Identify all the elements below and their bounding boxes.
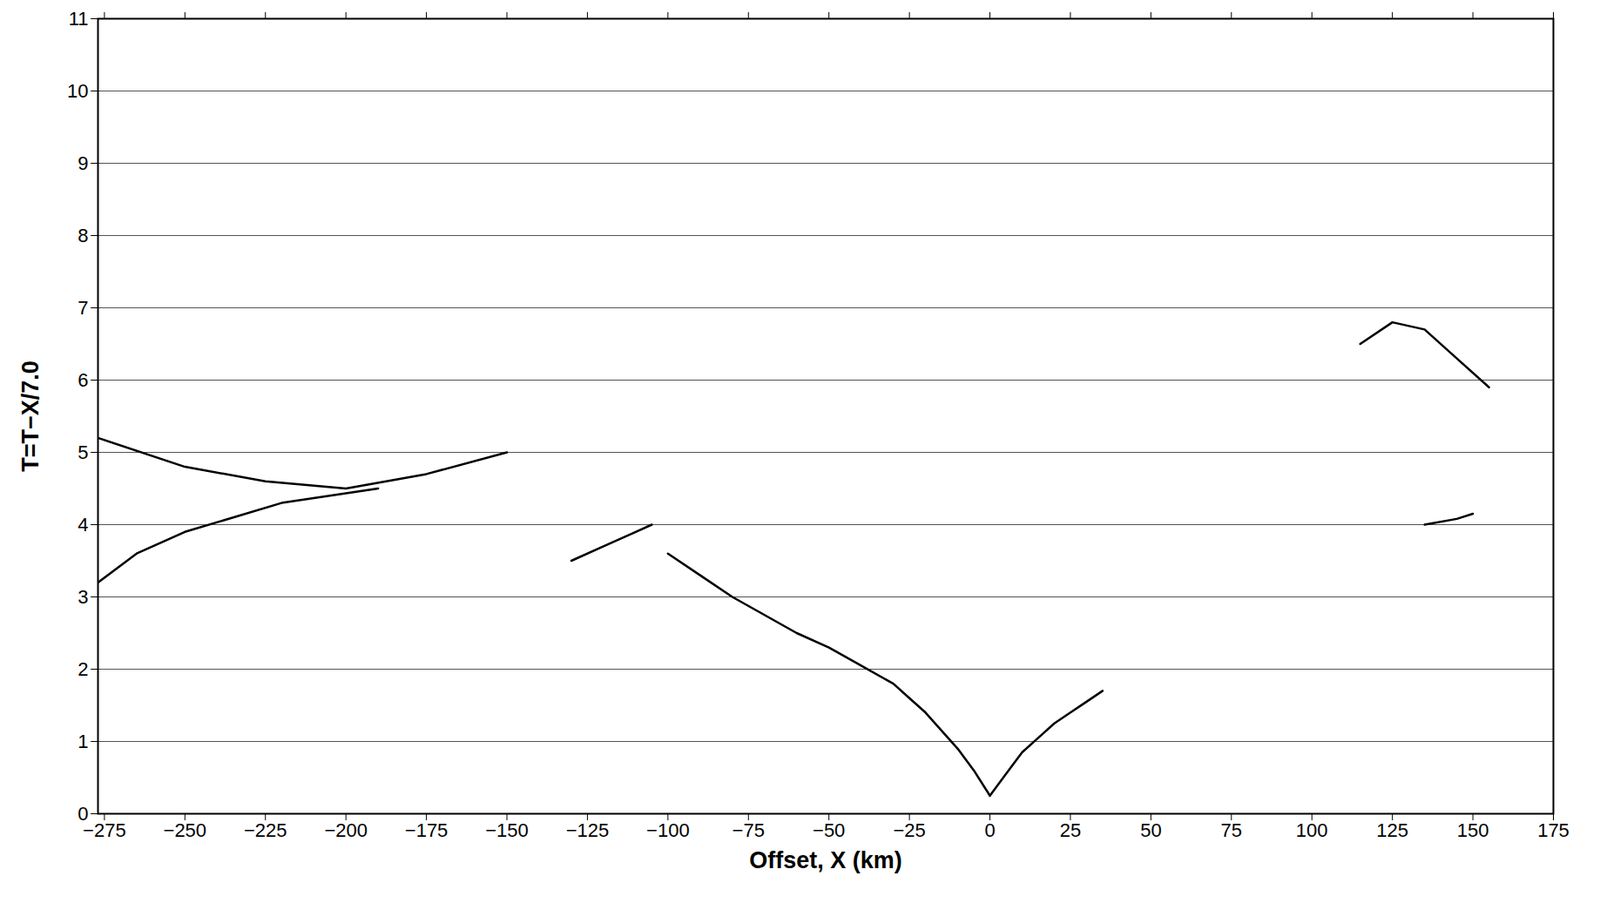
- svg-text:−225: −225: [243, 819, 288, 842]
- svg-text:25: 25: [1059, 819, 1081, 842]
- svg-text:10: 10: [67, 80, 88, 102]
- svg-text:T=T−X/7.0: T=T−X/7.0: [17, 360, 44, 473]
- svg-text:−100: −100: [646, 819, 690, 842]
- svg-text:−200: −200: [324, 819, 368, 842]
- svg-text:Offset, X (km): Offset, X (km): [749, 847, 903, 874]
- svg-text:2: 2: [77, 658, 88, 681]
- svg-text:3: 3: [77, 586, 88, 608]
- svg-text:0: 0: [77, 803, 88, 825]
- svg-text:7: 7: [77, 297, 88, 319]
- svg-text:100: 100: [1296, 819, 1329, 842]
- svg-text:175: 175: [1537, 819, 1570, 842]
- svg-text:−250: −250: [163, 819, 208, 842]
- svg-text:−75: −75: [732, 819, 765, 842]
- svg-text:−125: −125: [566, 819, 610, 842]
- svg-text:6: 6: [77, 369, 88, 392]
- svg-text:11: 11: [68, 7, 89, 30]
- svg-text:5: 5: [77, 441, 88, 464]
- svg-text:−50: −50: [812, 819, 845, 842]
- svg-text:125: 125: [1376, 819, 1409, 842]
- svg-text:1: 1: [77, 730, 88, 753]
- svg-text:4: 4: [77, 513, 88, 536]
- svg-text:−25: −25: [892, 819, 925, 842]
- svg-text:50: 50: [1140, 819, 1162, 842]
- svg-text:−275: −275: [82, 819, 127, 842]
- svg-text:0: 0: [984, 819, 995, 842]
- svg-text:−175: −175: [405, 819, 449, 842]
- svg-text:8: 8: [77, 224, 88, 247]
- svg-text:150: 150: [1457, 819, 1490, 842]
- svg-text:9: 9: [77, 152, 88, 175]
- svg-text:−150: −150: [485, 819, 529, 842]
- svg-text:75: 75: [1221, 819, 1243, 842]
